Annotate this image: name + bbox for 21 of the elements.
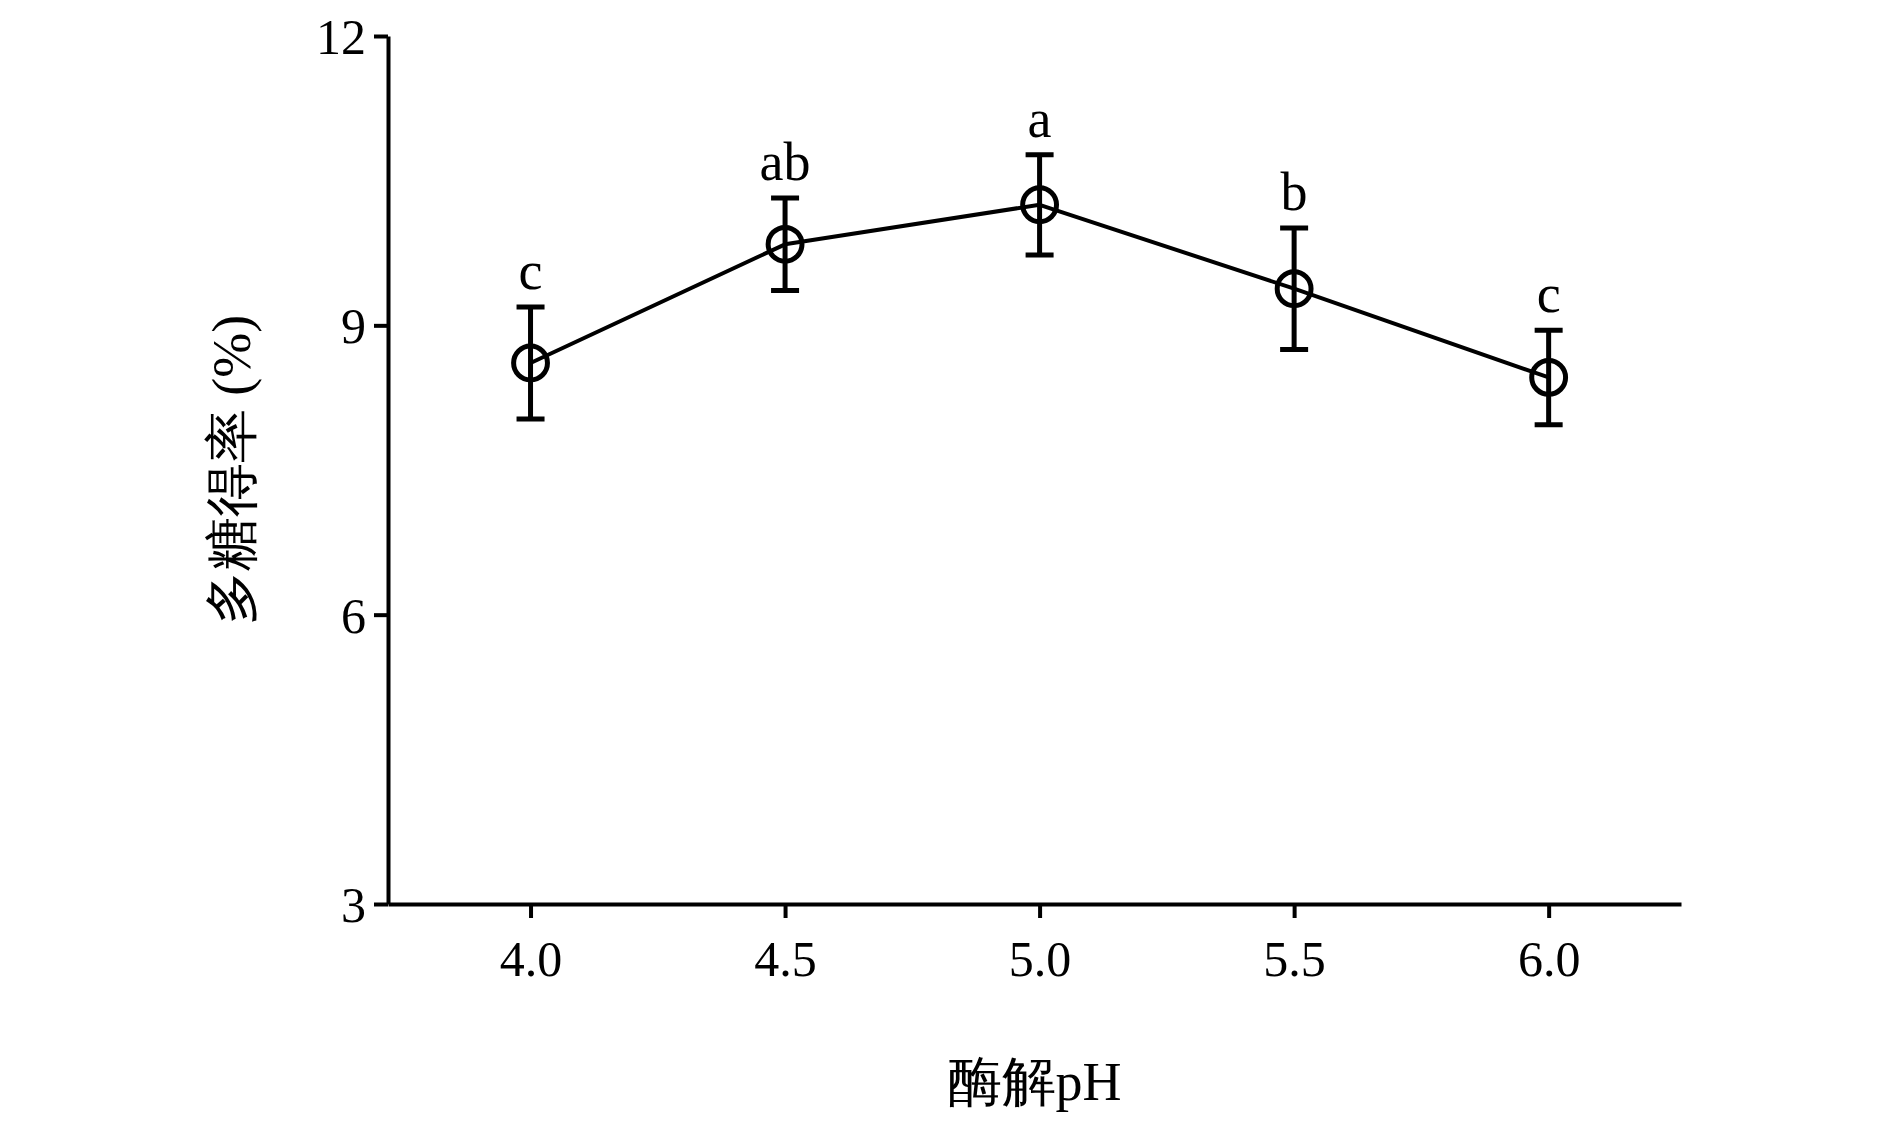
y-axis-title: 多糖得率 (%) (202, 314, 262, 626)
annotation: c (518, 241, 543, 302)
point (1274, 269, 1314, 309)
point (511, 343, 550, 383)
y-tick-label: 6 (341, 587, 366, 644)
x-tick-label: 4.0 (499, 931, 563, 987)
x-tick-label: 6.0 (1517, 931, 1581, 987)
y-tick-label: 3 (341, 877, 366, 933)
annotation: b (1280, 161, 1308, 222)
y-tick-label: 9 (341, 298, 366, 355)
annotation: c (1536, 264, 1561, 325)
point (1529, 358, 1569, 397)
annotation: a (1027, 88, 1052, 149)
x-tick-label: 5.5 (1263, 931, 1326, 987)
x-tick-label: 4.5 (754, 931, 817, 987)
point (1020, 185, 1060, 225)
y-tick-label: 12 (316, 9, 366, 65)
point (765, 224, 805, 264)
annotation: ab (759, 132, 811, 193)
x-tick-label: 5.0 (1008, 931, 1072, 987)
x-axis-title: 酶解pH (947, 1052, 1122, 1112)
